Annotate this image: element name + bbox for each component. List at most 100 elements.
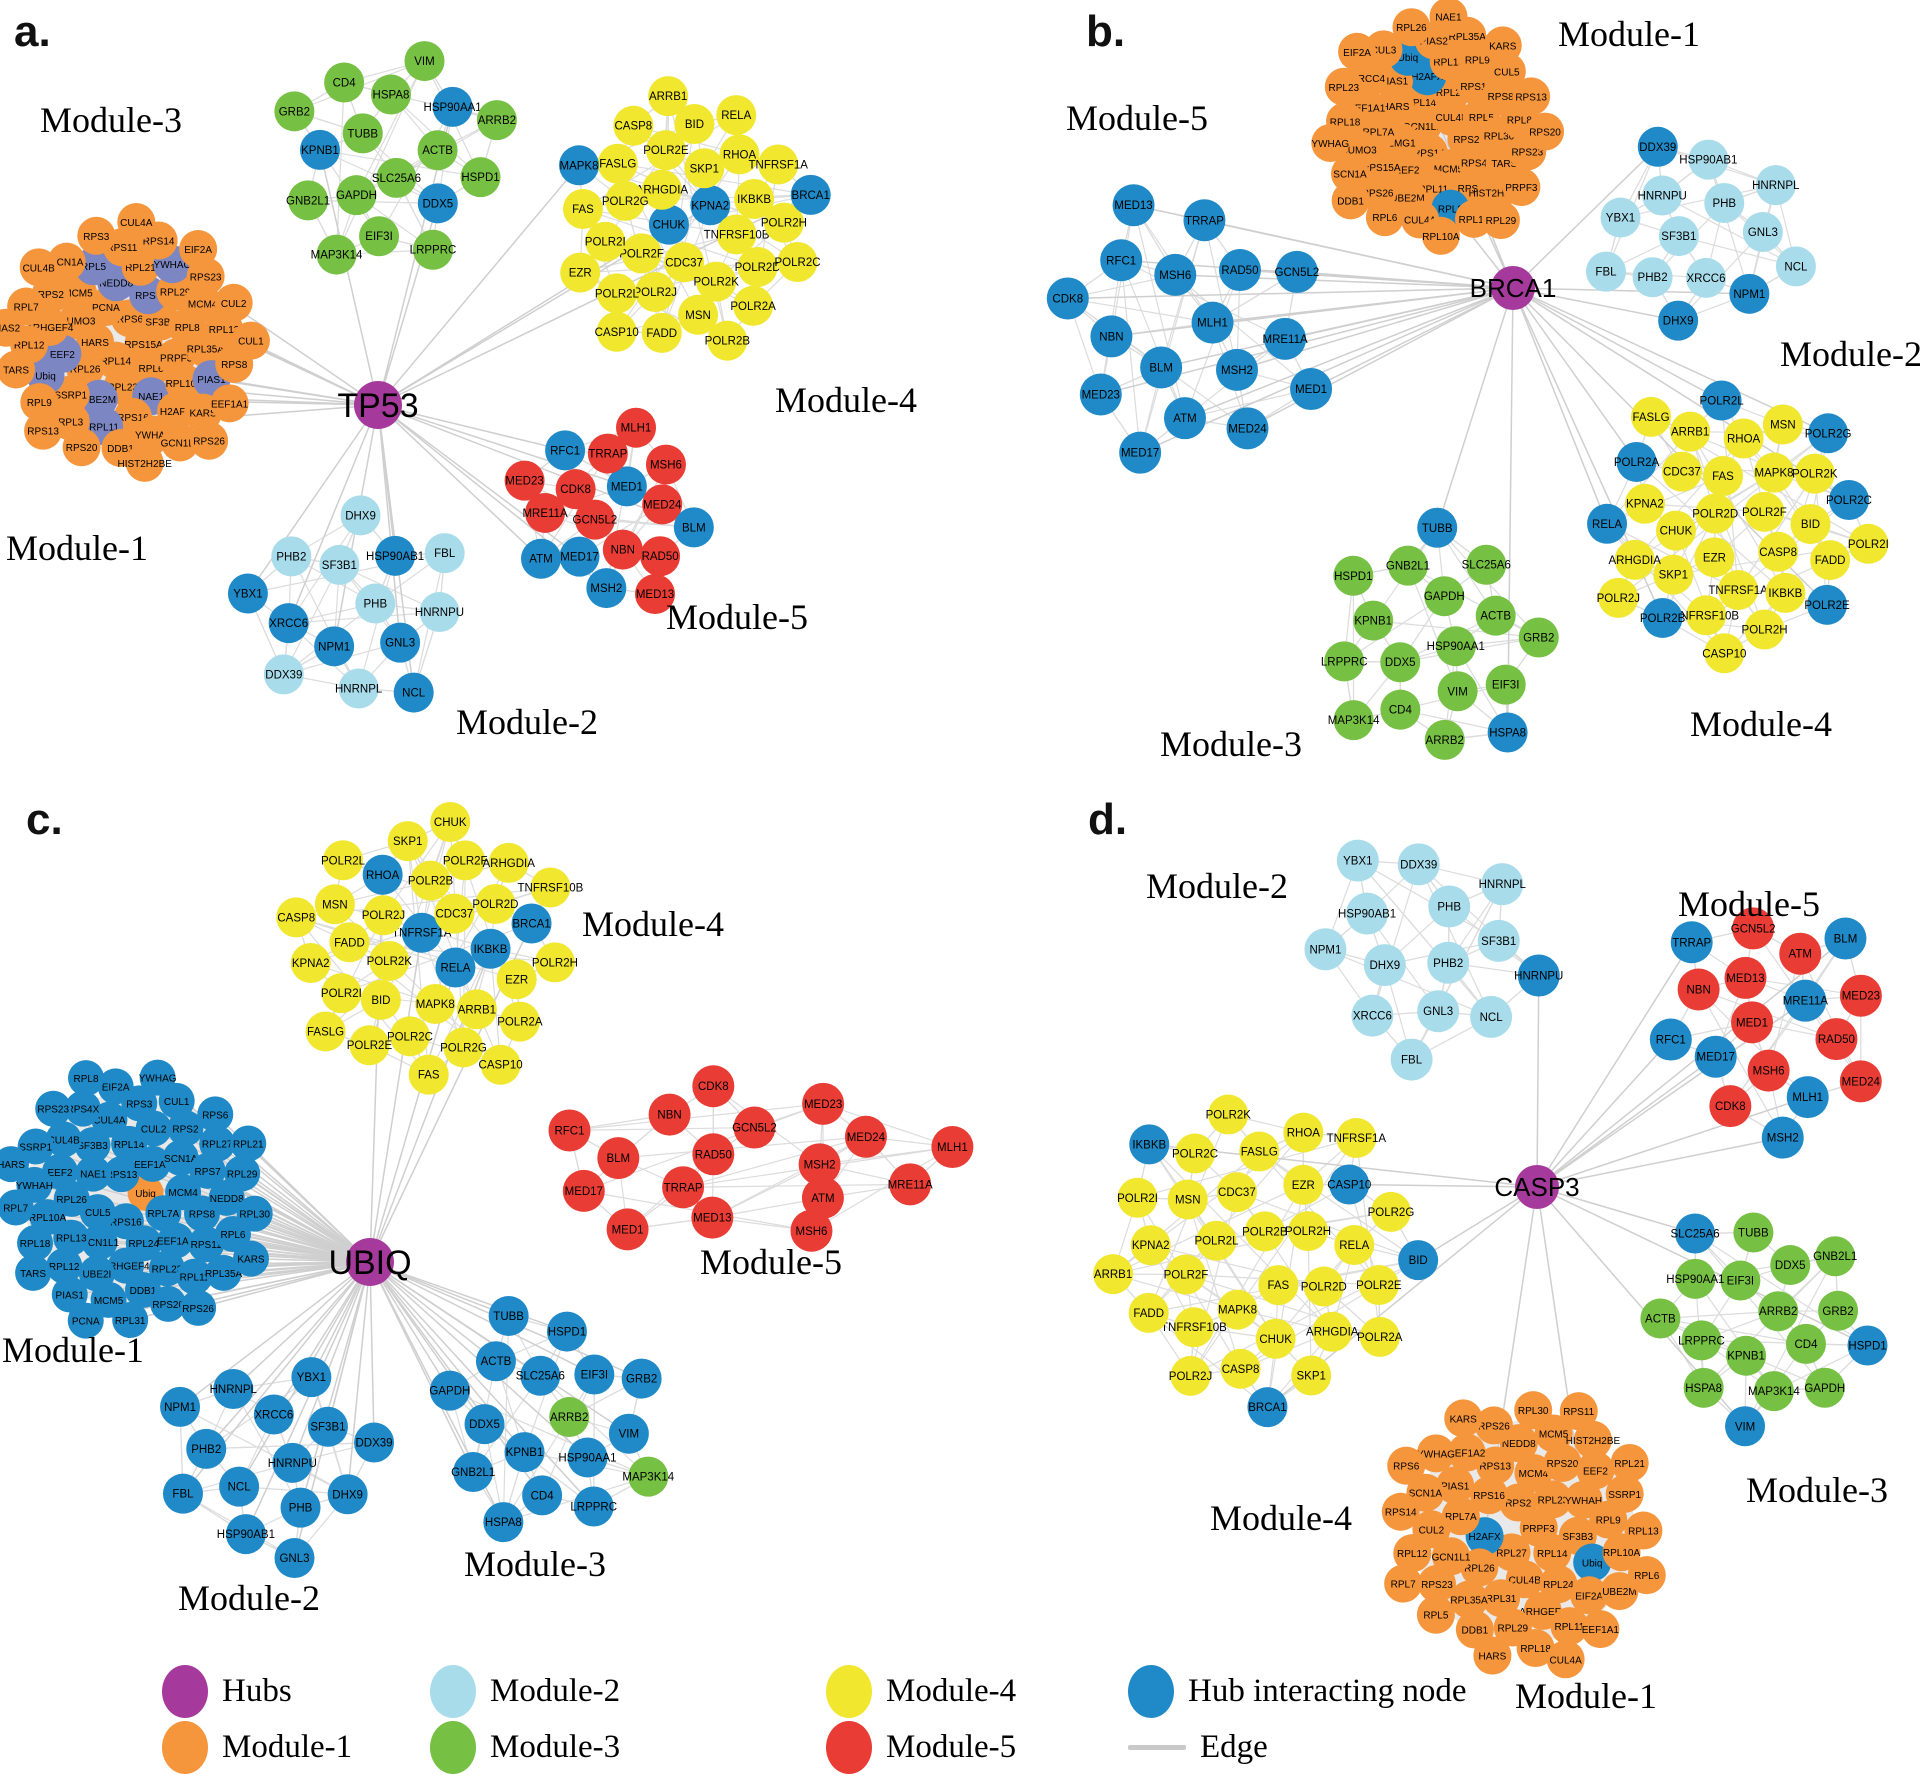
node-label-TRRAP: TRRAP (1185, 215, 1224, 227)
node-label-TUBB: TUBB (1738, 1227, 1769, 1239)
node-label-MSH2: MSH2 (804, 1159, 836, 1171)
node-label-RPS15A: RPS15A (124, 340, 163, 351)
node-label-RFC1: RFC1 (554, 1125, 584, 1137)
node-label-MSH6: MSH6 (650, 460, 682, 472)
node-label-RPS6: RPS6 (1393, 1462, 1420, 1473)
node-label-ATM: ATM (811, 1193, 834, 1205)
node-label-MLH1: MLH1 (621, 423, 652, 435)
hub-edge (1512, 287, 1679, 322)
node-ARHGDIA (1614, 539, 1655, 580)
node-label-RPL14: RPL14 (1406, 98, 1437, 109)
node-label-CDC37: CDC37 (436, 909, 474, 921)
node-MED17 (562, 1169, 605, 1212)
node-label-MSH6: MSH6 (795, 1226, 827, 1238)
node-label-MCM5: MCM5 (1539, 1429, 1569, 1440)
node-MRE11A (889, 1163, 932, 1206)
node-label-MRE11A: MRE11A (1263, 334, 1308, 346)
node-label-YWHAG: YWHAG (1311, 139, 1349, 150)
node-RPL23 (148, 1250, 185, 1287)
node-label-RPL21: RPL21 (125, 263, 156, 274)
node-HSP90AA1 (432, 86, 473, 127)
node-label-UBE2M: UBE2M (1390, 193, 1424, 204)
node-MAPK8 (415, 983, 456, 1024)
node-KPNB1 (299, 129, 340, 170)
edge (1307, 1231, 1312, 1376)
node-label-PIAS1: PIAS1 (56, 1290, 85, 1301)
node-label-PIAS2: PIAS2 (0, 324, 21, 335)
node-label-RPS7: RPS7 (195, 1167, 222, 1178)
node-DDX5 (464, 1404, 505, 1445)
node-FAS (408, 1054, 449, 1095)
node-label-RPL21: RPL21 (1436, 88, 1467, 99)
node-label-RPL23: RPL23 (1329, 83, 1360, 94)
node-label-PHB: PHB (1437, 902, 1461, 914)
node-label-KARS: KARS (189, 409, 217, 420)
node-GCN5L2 (574, 499, 615, 540)
node-label-RPL12: RPL12 (1397, 1549, 1428, 1560)
node-GNL3 (1742, 212, 1783, 253)
node-IKBKB (734, 179, 775, 220)
node-label-POLR2L: POLR2L (595, 288, 640, 300)
node-FADD (641, 312, 682, 353)
node-label-CUL4A: CUL4A (93, 1116, 126, 1127)
node-GNL3 (274, 1538, 315, 1579)
node-SF3B1 (319, 544, 360, 585)
node-label-SKP1: SKP1 (393, 836, 422, 848)
node-label-SSRP1: SSRP1 (54, 390, 87, 401)
node-EIF3I (574, 1354, 615, 1395)
hub-edge (369, 1261, 509, 1317)
node-YBX1 (1600, 197, 1641, 238)
node-label-POLR2A: POLR2A (1357, 1332, 1403, 1344)
node-RFC1 (545, 430, 586, 471)
node-CD4 (522, 1475, 563, 1516)
node-label-NCL: NCL (1480, 1012, 1504, 1024)
node-CDK8 (692, 1065, 735, 1108)
node-label-MED1: MED1 (1736, 1017, 1768, 1029)
node-label-POLR2F: POLR2F (1742, 507, 1787, 519)
node-MED1 (606, 1208, 649, 1251)
nodes-panel-d: PHB2 DHX9 PHB GNL3 HSP90AB1 SF3B1 XRCC6 DDX39 NC… (1093, 839, 1888, 1679)
node-PHB2 (186, 1428, 227, 1469)
node-label-EIF3I: EIF3I (1727, 1276, 1754, 1288)
edge (1737, 473, 1816, 591)
hub-edge (247, 1143, 371, 1263)
node-label-RPL26: RPL26 (56, 1195, 87, 1206)
node-label-CUL4B: CUL4B (48, 1135, 81, 1146)
node-KPNB1 (504, 1432, 545, 1473)
node-label-POLR2G: POLR2G (1368, 1207, 1415, 1219)
node-label-RPL10A: RPL10A (166, 379, 204, 390)
hub-edge (1512, 287, 1608, 525)
node-label-ARHGDIA: ARHGDIA (636, 185, 689, 197)
node-HSP90AB1 (375, 535, 416, 576)
node-label-MRE11A: MRE11A (1783, 996, 1828, 1008)
node-label-RPS2: RPS2 (172, 1124, 199, 1135)
node-label-DDB1: DDB1 (1462, 1626, 1489, 1637)
node-label-MED24: MED24 (1842, 1076, 1881, 1088)
node-HNRNPU (272, 1442, 313, 1483)
node-label-MRE11A: MRE11A (888, 1179, 933, 1191)
node-RPL35A (205, 1254, 242, 1291)
node-label-CUL4B: CUL4B (1436, 113, 1469, 124)
node-label-RPL18: RPL18 (1520, 1644, 1551, 1655)
node-POLR2H (1744, 609, 1785, 650)
node-ATM (521, 538, 562, 579)
node-RPS20 (150, 1285, 187, 1322)
node-label-HSP90AB1: HSP90AB1 (366, 551, 424, 563)
node-label-RPL11: RPL11 (1418, 185, 1448, 196)
node-label-RPS2: RPS2 (38, 290, 65, 301)
node-label-EEF1A1: EEF1A1 (157, 1237, 195, 1248)
node-label-HNRNPL: HNRNPL (1752, 180, 1800, 192)
hub-edge (369, 1261, 595, 1508)
node-RPL13 (53, 1219, 90, 1256)
node-label-SCN1A: SCN1A (50, 258, 84, 269)
node-label-CUL1: CUL1 (164, 1097, 190, 1108)
node-label-ARRB2: ARRB2 (550, 1412, 588, 1424)
node-MSH6 (790, 1209, 833, 1252)
node-label-PHB2: PHB2 (191, 1444, 221, 1456)
node-EZR (1694, 537, 1735, 578)
hub-edge (369, 1261, 451, 1392)
node-DDB1 (1331, 181, 1370, 220)
node-label-VIM: VIM (1735, 1421, 1755, 1433)
node-label-RPS15A: RPS15A (1362, 163, 1401, 174)
node-label-HNRNPU: HNRNPU (268, 1458, 317, 1470)
